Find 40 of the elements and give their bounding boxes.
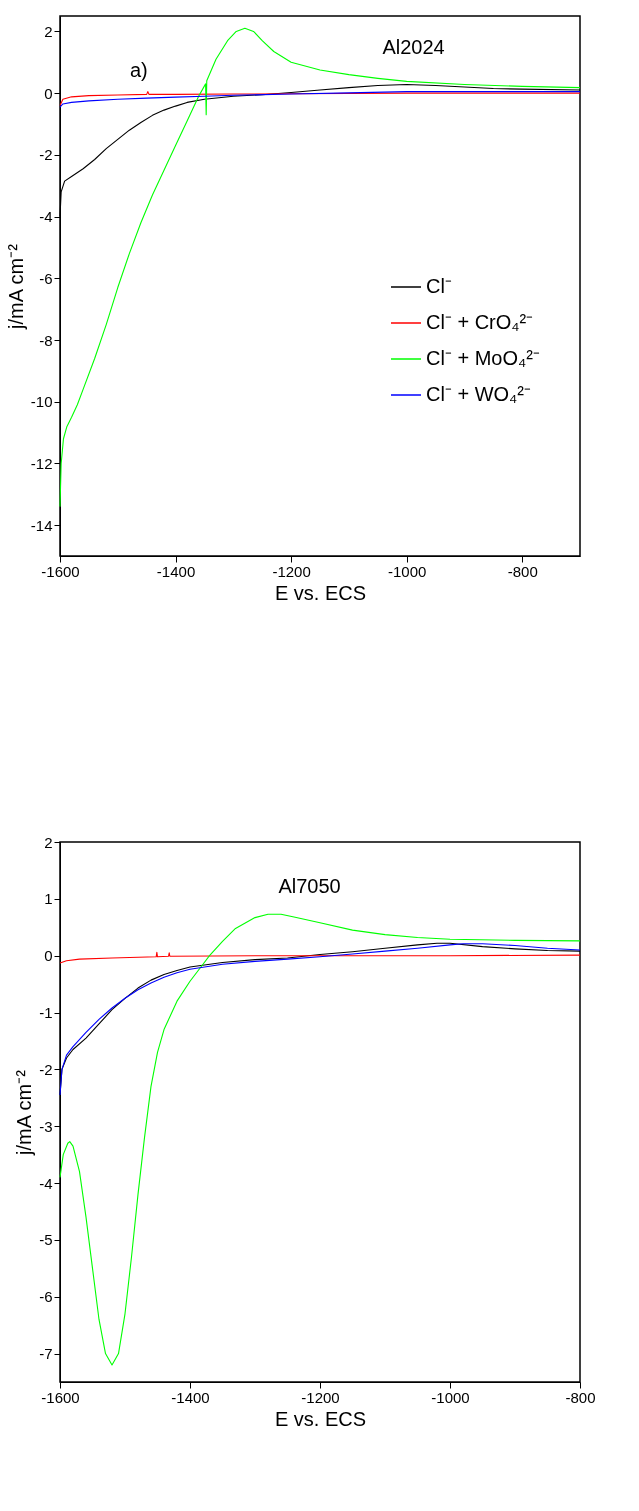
x-axis-title: E vs. ECS [274, 1407, 367, 1430]
legend-label: Cl⁻ + WO₄²⁻ [426, 383, 531, 405]
y-tick-label: -6 [39, 1288, 53, 1306]
y-tick-label: -6 [39, 269, 53, 287]
annotation: Al2024 [382, 36, 445, 58]
y-axis-title: j/mA cm⁻² [13, 1069, 36, 1156]
x-tick-label: -1000 [387, 562, 427, 580]
y-tick-label: 0 [44, 947, 53, 965]
y-axis-title: j/mA cm⁻² [4, 243, 27, 330]
x-tick-label: -800 [507, 562, 538, 580]
x-tick-label: -1000 [431, 1388, 470, 1406]
y-tick-label: 2 [44, 22, 53, 40]
x-tick-label: -1400 [171, 1388, 210, 1406]
legend-label: Cl⁻ + CrO₄²⁻ [426, 311, 534, 333]
y-tick-label: 2 [44, 833, 53, 851]
y-tick-label: 0 [44, 84, 53, 102]
x-tick-label: -1200 [301, 1388, 340, 1406]
y-tick-label: -8 [39, 331, 53, 349]
y-tick-label: -7 [39, 1345, 53, 1363]
y-tick-label: -1 [39, 1004, 53, 1022]
y-tick-label: -4 [39, 1174, 53, 1192]
legend-label: Cl⁻ [426, 275, 452, 297]
y-tick-label: -10 [30, 393, 53, 411]
x-tick-label: -1400 [156, 562, 196, 580]
y-tick-label: -2 [39, 146, 53, 164]
y-tick-label: -4 [39, 208, 53, 226]
y-tick-label: -12 [30, 454, 53, 472]
y-tick-label: -3 [39, 1117, 53, 1135]
x-tick-label: -1600 [41, 1388, 80, 1406]
y-tick-label: -5 [39, 1231, 53, 1249]
x-tick-label: -800 [565, 1388, 596, 1406]
legend-label: Cl⁻ + MoO₄²⁻ [426, 347, 540, 369]
x-tick-label: -1200 [272, 562, 311, 580]
y-tick-label: -2 [39, 1060, 53, 1078]
annotation: Al7050 [278, 875, 341, 897]
annotation: a) [130, 59, 148, 81]
y-tick-label: -14 [30, 516, 53, 534]
x-axis-title: E vs. ECS [274, 581, 367, 604]
y-tick-label: 1 [44, 890, 53, 908]
x-tick-label: -1600 [41, 562, 80, 580]
